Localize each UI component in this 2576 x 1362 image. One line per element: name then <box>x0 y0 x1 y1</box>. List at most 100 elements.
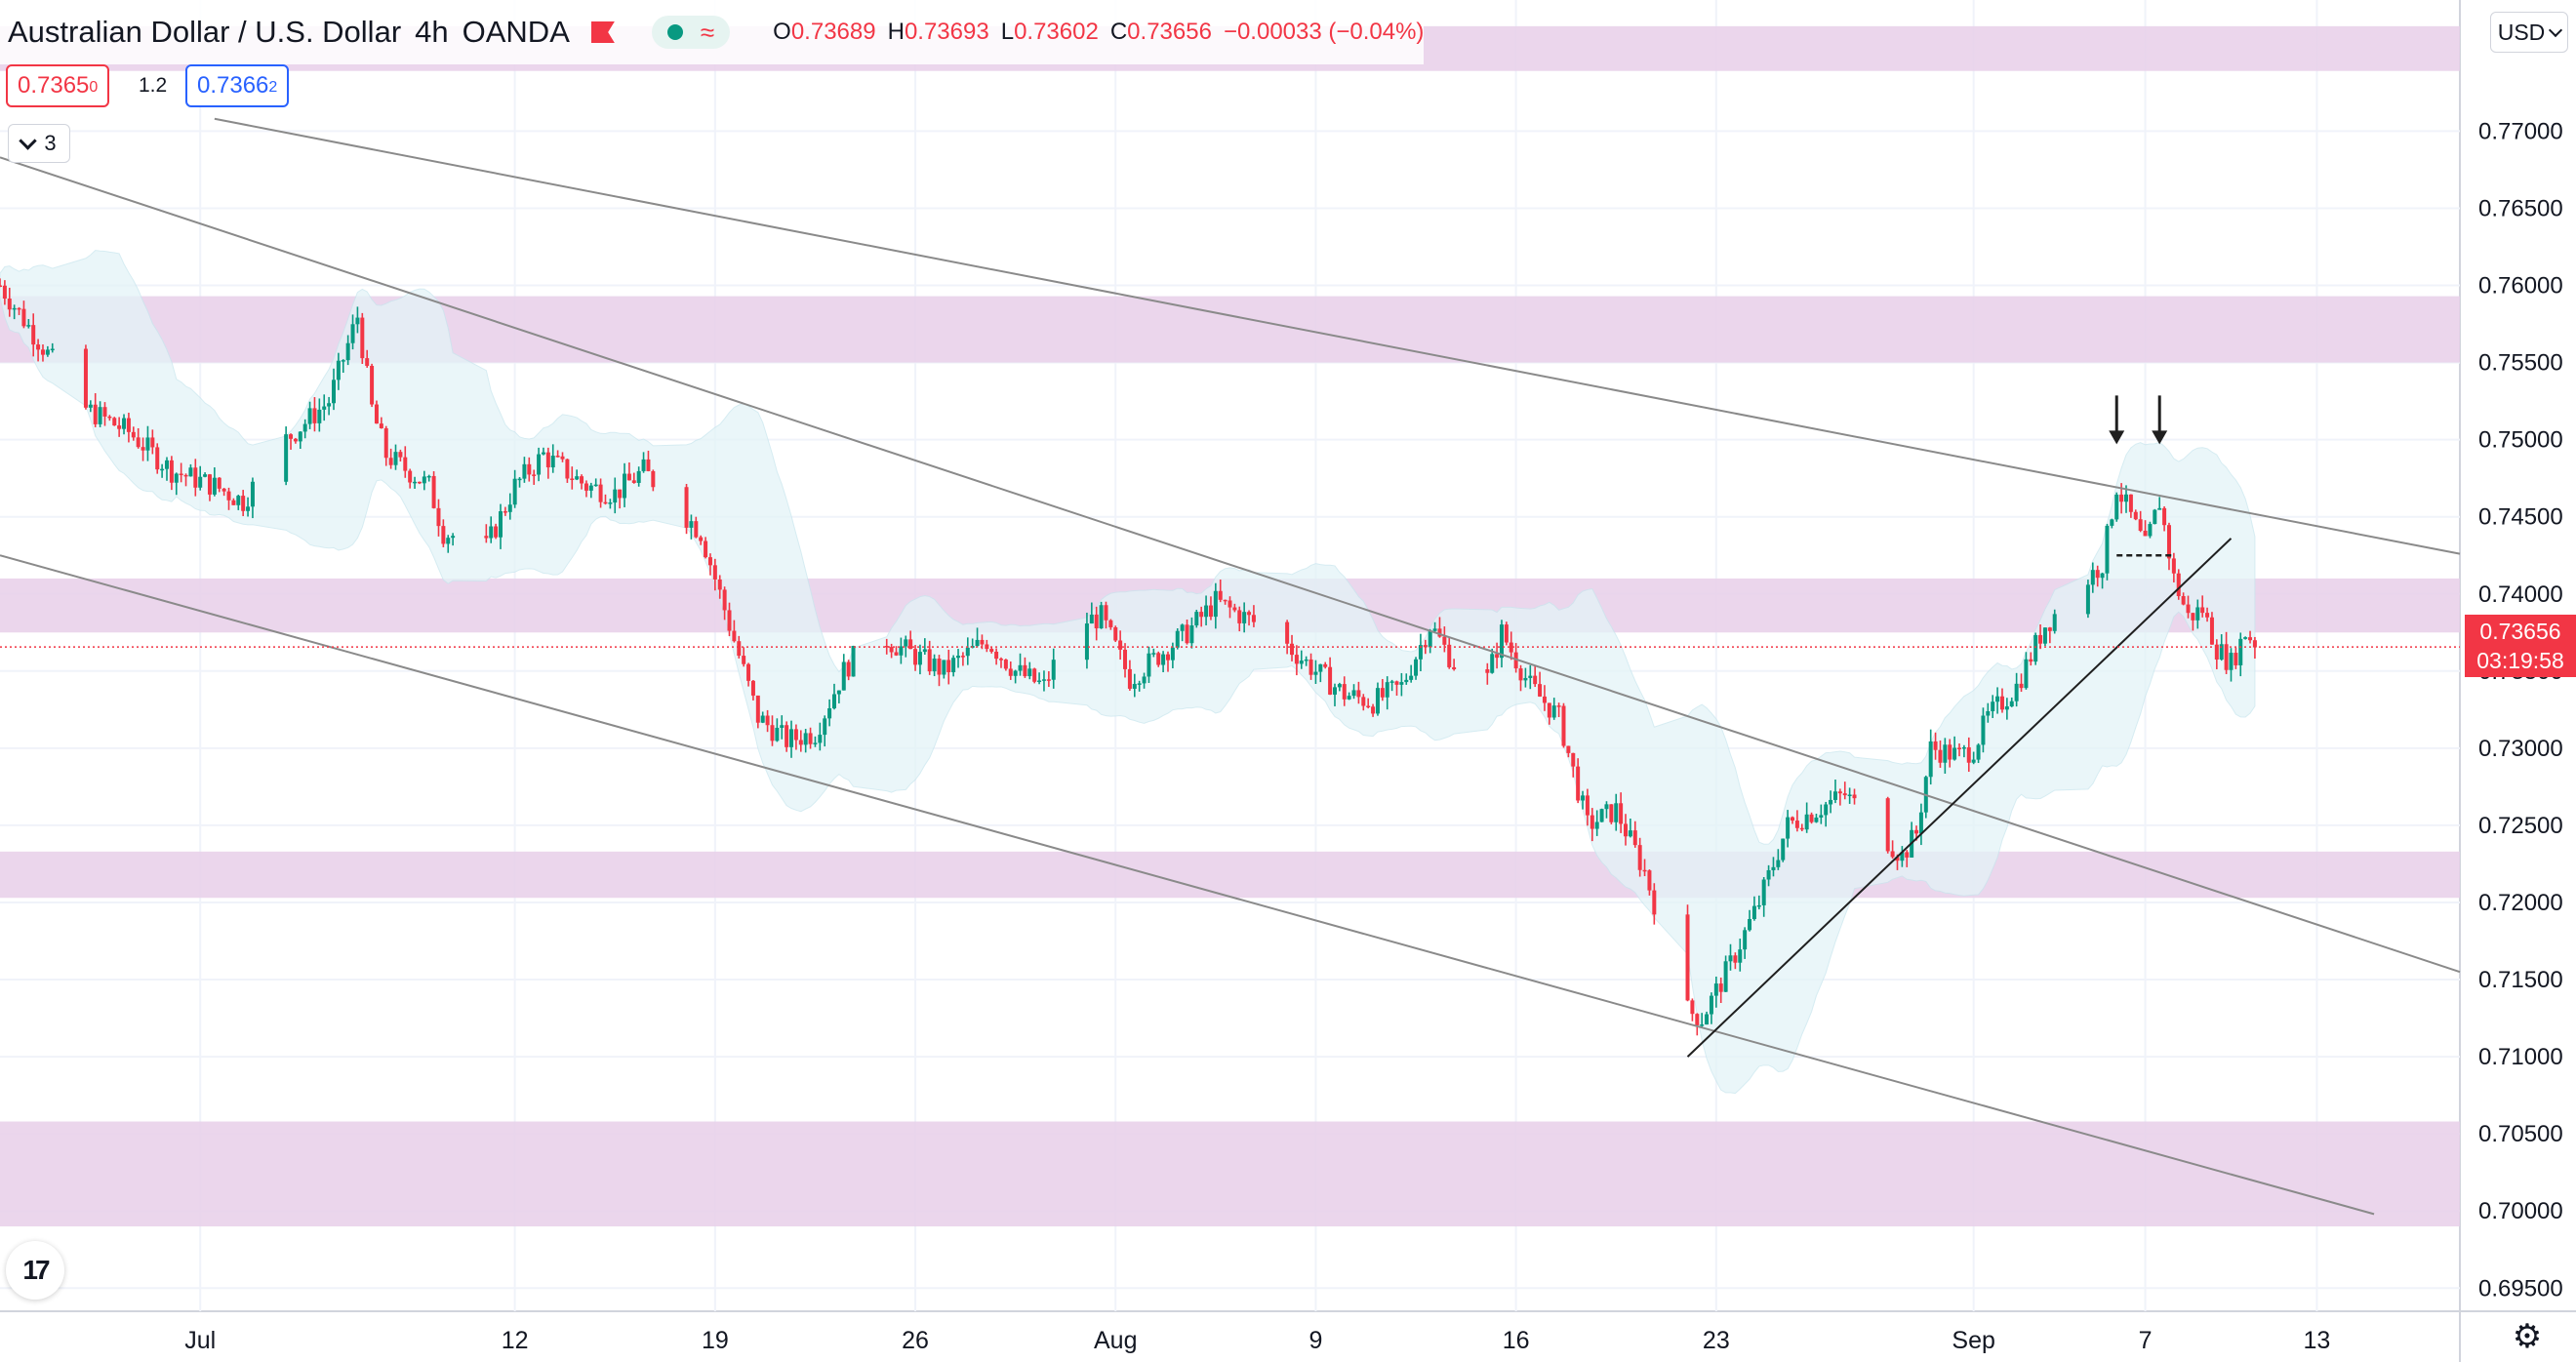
candle <box>836 690 841 703</box>
candle-body <box>1761 879 1766 905</box>
candle-body <box>1385 682 1389 698</box>
candle-body <box>512 478 517 505</box>
price-tick-label: 0.70500 <box>2478 1121 2563 1147</box>
tradingview-logo-icon[interactable]: 17 <box>6 1241 64 1300</box>
candle <box>1604 801 1609 819</box>
candle-body <box>2019 683 2024 689</box>
candle <box>1885 796 1890 854</box>
candle-body <box>1189 625 1194 644</box>
candle <box>1852 788 1857 805</box>
candle-body <box>1547 702 1551 718</box>
bollinger-band <box>0 250 2256 1095</box>
candle <box>803 729 808 753</box>
candle-body <box>1161 654 1166 665</box>
candle <box>1132 673 1137 698</box>
candle-body <box>2119 494 2124 502</box>
gear-icon[interactable]: ⚙ <box>2512 1318 2543 1355</box>
candle-body <box>1008 668 1013 676</box>
price-tick-label: 0.72500 <box>2478 813 2563 839</box>
candle-body <box>2014 683 2019 701</box>
candle <box>1332 683 1337 706</box>
candle <box>494 523 499 540</box>
candle-body <box>1718 983 1723 992</box>
candle-body <box>755 695 760 723</box>
candle-body <box>584 483 588 491</box>
candle-body <box>1165 654 1170 661</box>
candle-body <box>336 360 341 381</box>
sell-price-button[interactable]: 0.7365 0 <box>6 64 110 107</box>
candle-body <box>699 537 704 541</box>
candle <box>1018 653 1023 676</box>
candle <box>417 481 422 485</box>
candle-body <box>1490 654 1495 673</box>
symbol-name[interactable]: Australian Dollar / U.S. Dollar <box>8 15 402 49</box>
candle <box>236 495 241 510</box>
candle-body <box>1900 852 1905 861</box>
candle <box>336 352 341 390</box>
candle <box>827 699 832 727</box>
candle-body <box>1509 642 1513 653</box>
candle <box>107 415 112 421</box>
candle-body <box>798 740 803 745</box>
time-tick-label: Aug <box>1094 1327 1137 1354</box>
candle <box>1208 596 1213 621</box>
candle-body <box>1981 715 1986 745</box>
candle-body <box>2133 511 2138 520</box>
candle-body <box>1308 659 1313 675</box>
candle-body <box>2243 637 2248 639</box>
price-axis-background <box>2460 0 2576 1362</box>
candle-body <box>1347 696 1351 700</box>
status-pill[interactable]: ≈ <box>651 16 731 49</box>
candle-body <box>608 502 613 504</box>
candle <box>1228 596 1232 619</box>
candle <box>1991 695 1995 718</box>
candle <box>408 468 413 489</box>
candle-body <box>1099 605 1104 629</box>
candle-body <box>937 659 942 675</box>
candle <box>183 473 188 487</box>
candle-body <box>1170 647 1175 661</box>
buy-price-button[interactable]: 0.7366 2 <box>185 64 290 107</box>
candle <box>1738 939 1743 972</box>
candle-body <box>1647 870 1652 891</box>
candle <box>1504 621 1509 646</box>
candle-body <box>1786 817 1791 839</box>
candle-body <box>489 526 494 539</box>
candle-body <box>160 468 165 471</box>
candle-body <box>2029 659 2033 662</box>
candle-body <box>1576 766 1581 801</box>
candle <box>370 363 375 408</box>
candle <box>2157 497 2162 510</box>
candle <box>2047 626 2052 644</box>
candle <box>293 437 298 444</box>
candle-body <box>426 475 431 478</box>
candle-body <box>1748 918 1752 931</box>
candle <box>1304 656 1308 666</box>
candle <box>798 730 803 752</box>
spread-value: 1.2 <box>139 74 168 97</box>
candle-body <box>565 459 570 479</box>
currency-selector[interactable]: USD <box>2490 12 2568 53</box>
indicators-toggle[interactable]: 3 <box>8 124 70 163</box>
candle-body <box>2009 701 2014 707</box>
flag-icon[interactable] <box>590 21 615 43</box>
candle-body <box>913 649 918 665</box>
candle-body <box>431 475 436 508</box>
time-tick-label: 23 <box>1703 1327 1730 1354</box>
candle-body <box>2047 627 2052 631</box>
candle-body <box>1180 624 1185 631</box>
candle-body <box>1842 793 1847 796</box>
candle-body <box>836 690 841 695</box>
candle <box>2229 648 2234 682</box>
interval-label[interactable]: 4h <box>415 15 449 49</box>
candle <box>541 447 545 456</box>
candle <box>699 535 704 545</box>
candle-body <box>1642 869 1647 872</box>
candle-body <box>122 418 127 429</box>
candle-body <box>93 404 98 424</box>
candle <box>1308 653 1313 680</box>
candle <box>1999 688 2004 713</box>
candle <box>1786 810 1791 848</box>
candle-body <box>1837 791 1842 794</box>
